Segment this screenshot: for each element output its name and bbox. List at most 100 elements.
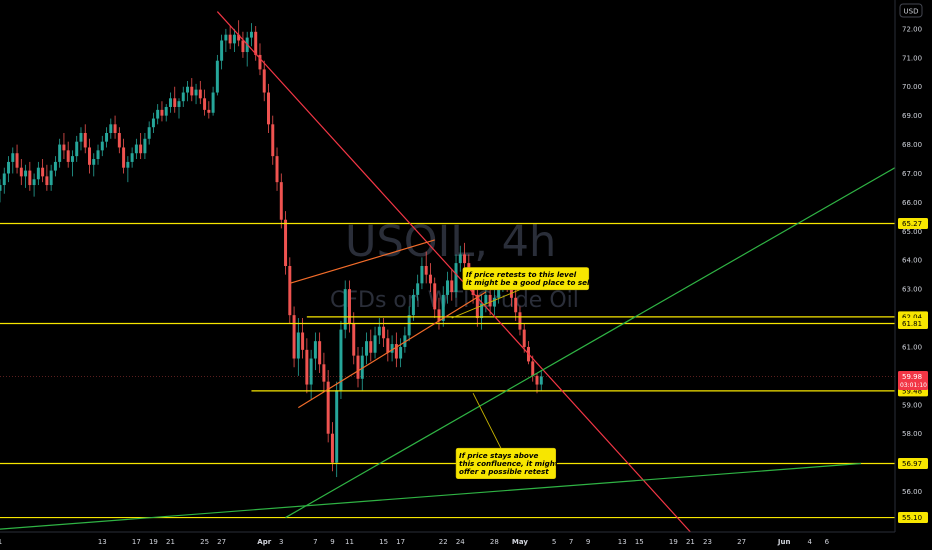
candle-body: [531, 361, 535, 376]
candle-body: [32, 179, 36, 186]
time-tick-label: 24: [456, 538, 465, 546]
candle-body: [522, 329, 526, 347]
candle: [237, 20, 241, 47]
candle-body: [454, 263, 458, 293]
candle: [11, 147, 15, 174]
candle-body: [399, 346, 403, 359]
annotation-text: If price retests to this level: [466, 270, 577, 279]
candle-body: [220, 40, 224, 61]
price-tick-label: 68.00: [902, 141, 922, 149]
candle: [36, 161, 40, 186]
candle: [241, 31, 245, 58]
watermark-subtitle: CFDs on WTI Crude Oil: [330, 288, 579, 313]
candle: [254, 26, 258, 61]
candle: [100, 135, 104, 157]
candle: [386, 329, 390, 362]
currency-button[interactable]: USD: [899, 3, 923, 18]
candle: [437, 297, 441, 330]
candle-body: [58, 144, 62, 162]
candle-body: [339, 329, 343, 391]
candle-body: [518, 312, 522, 330]
candle: [249, 23, 253, 47]
candle-body: [147, 127, 151, 139]
price-scale[interactable]: 72.00 71.00 70.00 69.00 68.00 67.00 66.00 65.00…: [898, 25, 928, 524]
candle-body: [497, 286, 501, 298]
candle-body: [122, 147, 126, 168]
candle: [28, 161, 32, 191]
candle-body: [241, 40, 245, 53]
candle: [156, 104, 160, 125]
price-tag: 56.97: [898, 457, 928, 469]
last-price-tag-bg: [898, 370, 928, 390]
candle-body: [105, 133, 109, 142]
candle-body: [420, 266, 424, 284]
candle-body: [190, 86, 194, 96]
time-tick-label: 17: [396, 538, 405, 546]
candle: [475, 289, 479, 327]
time-tick-label: 11: [345, 538, 354, 546]
candle-body: [79, 133, 83, 142]
candle: [105, 127, 109, 148]
price-tag: 61.81: [898, 318, 928, 330]
candle-body: [267, 92, 270, 125]
candle: [326, 370, 330, 443]
candle-body: [198, 89, 202, 99]
candle: [92, 153, 96, 177]
candle: [484, 286, 488, 313]
currency-label: USD: [904, 8, 919, 16]
candle-body: [249, 31, 253, 38]
time-tick-label: 13: [618, 538, 627, 546]
candle-body: [262, 69, 266, 93]
candle: [382, 318, 386, 347]
candle: [284, 211, 288, 275]
candle-body: [322, 364, 326, 382]
annotation-pointer: [472, 393, 502, 449]
last-price-value: 59.98: [902, 373, 922, 381]
annotation-box: [455, 447, 557, 480]
trend-line: [289, 239, 435, 284]
candle-body: [181, 92, 185, 102]
candle-body: [356, 355, 360, 379]
candle: [301, 318, 305, 359]
candle-body: [83, 133, 87, 148]
candle-body: [288, 266, 292, 316]
candle: [518, 306, 522, 336]
candle-body: [215, 60, 219, 93]
price-tag-bg: [898, 318, 928, 330]
candle-body: [509, 286, 513, 298]
candle: [454, 254, 458, 298]
price-tick-label: 70.00: [902, 83, 922, 91]
candle: [32, 173, 36, 197]
candle-body: [66, 150, 70, 162]
candle: [211, 86, 215, 116]
candle: [75, 135, 79, 162]
price-tag-label: 56.97: [902, 460, 922, 468]
candle: [203, 89, 207, 116]
candle: [186, 80, 190, 102]
candle: [318, 332, 322, 373]
annotation-text: offer a possible retest: [459, 467, 549, 476]
price-tick-label: 65.00: [902, 228, 922, 236]
candle-body: [411, 294, 415, 316]
price-tag-label: 62.04: [902, 313, 923, 321]
time-tick-label: May: [512, 538, 528, 546]
candle: [190, 78, 194, 102]
candle: [45, 164, 49, 191]
candle: [267, 83, 270, 133]
candle-body: [45, 176, 49, 186]
candle-body: [352, 323, 356, 356]
candle: [164, 104, 168, 122]
candle-body: [377, 326, 381, 336]
candle: [181, 86, 185, 107]
price-tag-label: 65.27: [902, 220, 922, 228]
candle: [151, 112, 155, 133]
time-scale[interactable]: 1 13 17 19 21 25 27 Apr 3 7 9 11 15 17 22 24 28 May 5 7 9 13 1…: [0, 538, 830, 546]
candle: [305, 338, 309, 394]
annotation-text: If price stays above: [459, 451, 539, 460]
candle-body: [416, 283, 420, 295]
candle: [313, 332, 317, 371]
candle: [514, 289, 518, 321]
